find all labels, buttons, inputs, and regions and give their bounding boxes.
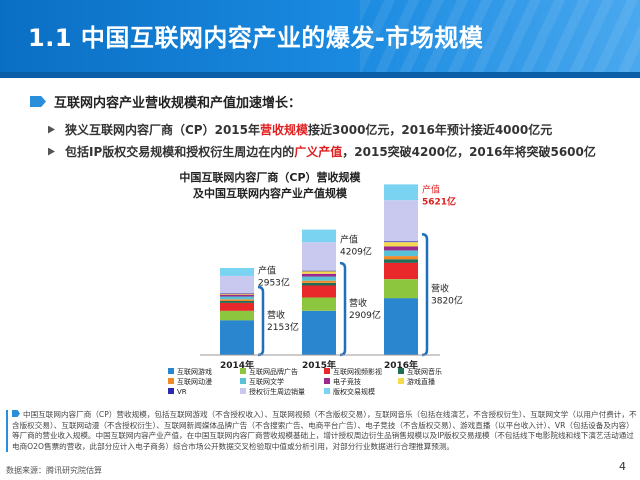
chart-title-line2: 及中国互联网内容产业产值规模	[193, 186, 348, 200]
legend-label: 互联网动漫	[177, 377, 212, 386]
page-number: 4	[619, 460, 626, 473]
footnote-text: 中国互联网内容厂商（CP）营收规模，包括互联网游戏（不含授权收入）、互联网视频（…	[12, 410, 637, 451]
legend-label: 游戏直播	[407, 377, 435, 386]
bar-segment-0-7	[220, 293, 254, 295]
revenue-label: 营收	[267, 309, 285, 321]
output-value-label: 4209亿	[340, 245, 372, 257]
bar-segment-0-6	[220, 294, 254, 297]
legend-label: 互联网文学	[249, 377, 284, 386]
bar-segment-0-4	[220, 299, 254, 301]
bullet-output-post: ，2015突破4200亿，2016年将突破5600亿	[342, 145, 596, 159]
legend-swatch	[398, 378, 404, 384]
revenue-bracket	[421, 233, 429, 357]
bar-segment-2-1	[384, 279, 418, 299]
legend-label: 版权交易规模	[333, 387, 375, 396]
tag-arrow-icon	[30, 96, 46, 107]
legend-swatch	[240, 368, 246, 374]
revenue-value-label: 2153亿	[267, 321, 299, 333]
legend-swatch	[168, 388, 174, 394]
page-title: 1.1 中国互联网内容产业的爆发-市场规模	[28, 24, 484, 52]
legend-label: 电子竞技	[333, 377, 361, 386]
bar-segment-2-3	[384, 259, 418, 263]
bar-segment-2-7	[384, 242, 418, 247]
output-label: 产值	[340, 233, 358, 245]
legend-swatch	[324, 378, 330, 384]
bullet-revenue-pre: 狭义互联网内容厂商（CP）2015年	[65, 123, 261, 137]
bullet-arrow-icon	[48, 125, 55, 134]
revenue-label: 营收	[349, 297, 367, 309]
revenue-bracket	[257, 285, 265, 357]
bar-segment-0-2	[220, 302, 254, 311]
bar-segment-2-10	[384, 184, 418, 201]
header-banner: 1.1 中国互联网内容产业的爆发-市场规模	[0, 0, 640, 72]
bar-segment-1-2	[302, 285, 336, 298]
bar-segment-2-2	[384, 262, 418, 280]
output-value-label: 5621亿	[422, 195, 456, 207]
bar-segment-1-4	[302, 280, 336, 283]
bar-segment-1-10	[302, 229, 336, 243]
footnote-tag-icon	[12, 410, 20, 417]
chart-title-line1: 中国互联网内容厂商（CP）营收规模	[179, 170, 361, 184]
legend-label: VR	[177, 388, 187, 396]
bar-segment-1-3	[302, 283, 336, 286]
legend-swatch	[324, 368, 330, 374]
bullet-arrow-icon	[48, 147, 55, 156]
bar-segment-2-4	[384, 256, 418, 260]
bar-segment-0-5	[220, 296, 254, 300]
bar-segment-0-0	[220, 320, 254, 355]
legend-label: 授权衍生周边销量	[249, 387, 305, 396]
bar-segment-1-0	[302, 310, 336, 355]
header-underline	[0, 72, 640, 78]
legend-swatch	[240, 388, 246, 394]
legend-label: 互联网品牌广告	[249, 367, 298, 376]
bar-segment-2-8	[384, 241, 418, 243]
bullet-revenue: 狭义互联网内容厂商（CP）2015年 营收规模 接近3000亿元，2016年预计接近…	[48, 121, 552, 138]
legend-swatch	[168, 378, 174, 384]
legend-label: 互联网视频影视	[333, 367, 382, 376]
revenue-value-label: 3820亿	[431, 295, 463, 307]
bar-segment-0-10	[220, 268, 254, 276]
legend-swatch	[240, 378, 246, 384]
bullet-output-pre: 包括IP版权交易规模和授权衍生周边在内的	[65, 145, 295, 159]
bar-segment-2-0	[384, 298, 418, 355]
legend-label: 互联网游戏	[177, 367, 212, 376]
bar-segment-1-6	[302, 273, 336, 277]
bar-segment-1-8	[302, 270, 336, 272]
bar-segment-2-6	[384, 246, 418, 251]
legend-label: 互联网音乐	[407, 367, 442, 376]
revenue-output-chart: 中国互联网内容厂商（CP）营收规模 及中国互联网内容产业产值规模 2014年营收…	[168, 170, 463, 396]
bar-segment-2-5	[384, 250, 418, 257]
section-heading-text: 互联网内容产业营收规模和产值加速增长：	[54, 96, 302, 111]
legend-swatch	[168, 368, 174, 374]
bar-segment-0-8	[220, 293, 254, 294]
bullet-output-highlight: 广义产值	[294, 145, 343, 159]
bar-segment-1-7	[302, 270, 336, 274]
legend-swatch	[398, 368, 404, 374]
bullet-output: 包括IP版权交易规模和授权衍生周边在内的 广义产值 ，2015突破4200亿，201…	[48, 143, 596, 160]
output-label: 产值	[258, 264, 276, 276]
legend-swatch	[324, 388, 330, 394]
output-label: 产值	[422, 183, 440, 195]
data-source: 数据来源：腾讯研究院估算	[6, 466, 102, 475]
revenue-label: 营收	[431, 283, 449, 295]
bar-segment-0-3	[220, 301, 254, 303]
output-value-label: 2953亿	[258, 276, 290, 288]
bar-segment-1-5	[302, 276, 336, 281]
revenue-bracket	[339, 261, 347, 357]
bar-segment-0-9	[220, 275, 254, 294]
bar-segment-2-9	[384, 200, 418, 242]
x-tick-label: 2016年	[384, 359, 418, 371]
bar-segment-0-1	[220, 310, 254, 321]
section-heading: 互联网内容产业营收规模和产值加速增长：	[30, 92, 301, 111]
bar-segment-1-1	[302, 297, 336, 311]
footnote: 中国互联网内容厂商（CP）营收规模，包括互联网游戏（不含授权收入）、互联网视频（…	[6, 410, 638, 452]
revenue-value-label: 2909亿	[349, 309, 381, 321]
bullet-revenue-post: 接近3000亿元，2016年预计接近4000亿元	[308, 123, 553, 137]
bar-segment-1-9	[302, 242, 336, 271]
header-decoration	[360, 0, 640, 72]
x-tick-label: 2015年	[302, 359, 336, 371]
bullet-revenue-highlight: 营收规模	[260, 123, 309, 137]
